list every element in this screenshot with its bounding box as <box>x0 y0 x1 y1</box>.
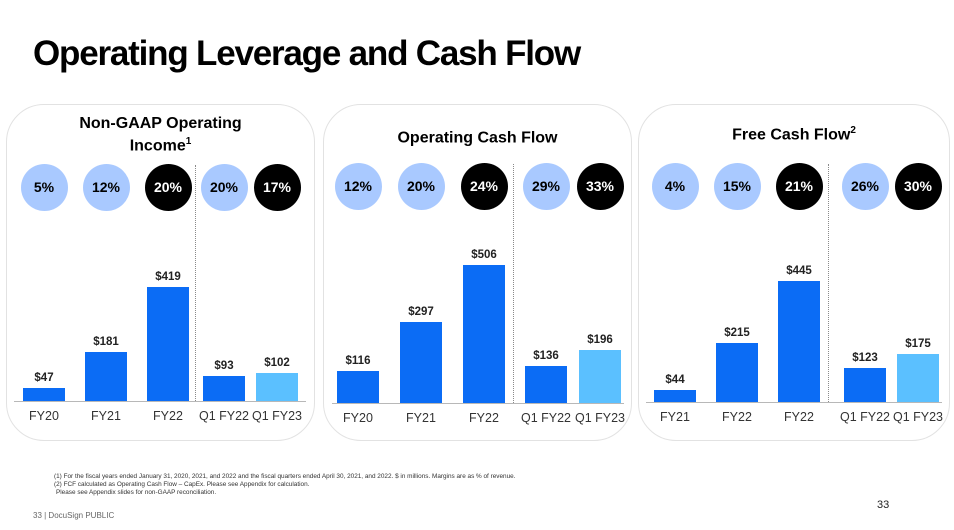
bar <box>654 390 696 402</box>
bar <box>256 373 298 401</box>
margin-circle: 20% <box>144 163 192 211</box>
margin-circle: 12% <box>334 162 382 210</box>
footnote-marker: 1 <box>185 136 192 147</box>
x-tick-label: Q1 FY23 <box>251 409 303 423</box>
margin-circle: 4% <box>651 162 699 210</box>
bar-value-label: $93 <box>214 359 234 372</box>
bar-value-label: $181 <box>93 335 119 348</box>
bar-value-label: $116 <box>345 355 371 368</box>
bar-value-label: $297 <box>408 306 434 318</box>
bar <box>525 365 567 403</box>
x-tick-label: FY21 <box>406 411 436 425</box>
x-tick-label: FY20 <box>29 409 59 423</box>
panel-title: Free Cash Flow2 <box>639 122 949 144</box>
bar <box>147 286 189 401</box>
footnote-marker: 2 <box>850 125 856 136</box>
period-divider <box>513 164 514 403</box>
x-tick-label: FY22 <box>153 409 183 423</box>
bar-value-label: $47 <box>34 372 54 385</box>
footnote-1: (1) For the fiscal years ended January 3… <box>54 473 516 480</box>
footnote-2: (2) FCF calculated as Operating Cash Flo… <box>54 481 310 489</box>
bar <box>844 368 886 402</box>
bar <box>23 388 65 401</box>
bar-value-label: $196 <box>587 333 613 346</box>
margin-circle: 5% <box>20 163 68 211</box>
bar <box>716 343 758 402</box>
margin-circle: 17% <box>253 163 301 211</box>
margin-circle: 20% <box>397 162 445 210</box>
x-tick-label: Q1 FY23 <box>892 410 944 424</box>
footnotes: (1) For the fiscal years ended January 3… <box>54 473 515 498</box>
margin-circle: 24% <box>460 162 508 210</box>
panel-title-text: Free Cash Flow <box>732 126 851 144</box>
margin-circle: 33% <box>576 162 624 210</box>
x-tick-label: FY22 <box>784 410 814 424</box>
x-tick-label: Q1 FY22 <box>520 411 572 425</box>
x-tick-label: Q1 FY22 <box>839 410 891 424</box>
footnote-3: Please see Appendix slides for non-GAAP … <box>56 489 217 497</box>
footer: 33 | DocuSign PUBLIC <box>33 511 115 520</box>
x-axis-line <box>14 401 306 402</box>
bar <box>897 354 939 402</box>
panel-title: Non-GAAP Operating Income1 <box>7 115 314 155</box>
bar <box>337 371 379 403</box>
margin-circle: 30% <box>894 162 942 210</box>
bar-value-label: $215 <box>724 327 750 340</box>
bar-value-label: $102 <box>264 357 290 370</box>
bar <box>400 322 442 403</box>
margin-circle: 29% <box>522 162 570 210</box>
x-tick-label: Q1 FY22 <box>198 409 250 423</box>
margin-circle: 21% <box>775 162 823 210</box>
x-tick-label: FY22 <box>469 411 499 425</box>
panel-title: Operating Cash Flow <box>324 125 631 147</box>
period-divider <box>195 165 196 401</box>
margin-circle: 12% <box>82 163 130 211</box>
margin-circle: 20% <box>200 163 248 211</box>
x-axis-line <box>646 402 942 403</box>
slide-title: Operating Leverage and Cash Flow <box>33 34 581 73</box>
margin-circle: 26% <box>841 162 889 210</box>
x-tick-label: Q1 FY23 <box>574 411 626 425</box>
bar-value-label: $123 <box>852 352 878 365</box>
margin-circle: 15% <box>713 162 761 210</box>
bar <box>778 280 820 402</box>
bar-value-label: $445 <box>786 264 812 277</box>
bar <box>579 349 621 403</box>
panel-title-text: Operating Cash Flow <box>397 129 558 147</box>
bar <box>463 265 505 403</box>
period-divider <box>828 164 829 402</box>
x-tick-label: FY20 <box>343 411 373 425</box>
bar-value-label: $506 <box>471 249 497 261</box>
page-number: 33 <box>877 499 890 511</box>
bar-value-label: $175 <box>905 338 931 351</box>
x-tick-label: FY22 <box>722 410 752 424</box>
bar <box>85 351 127 401</box>
x-axis-line <box>332 403 624 404</box>
x-tick-label: FY21 <box>660 410 690 424</box>
bar-value-label: $136 <box>533 349 559 362</box>
x-tick-label: FY21 <box>91 409 121 423</box>
bar-value-label: $44 <box>665 374 685 386</box>
bar-value-label: $419 <box>155 270 181 283</box>
panel-title-text: Non-GAAP Operating Income <box>79 115 242 155</box>
bar <box>203 375 245 401</box>
